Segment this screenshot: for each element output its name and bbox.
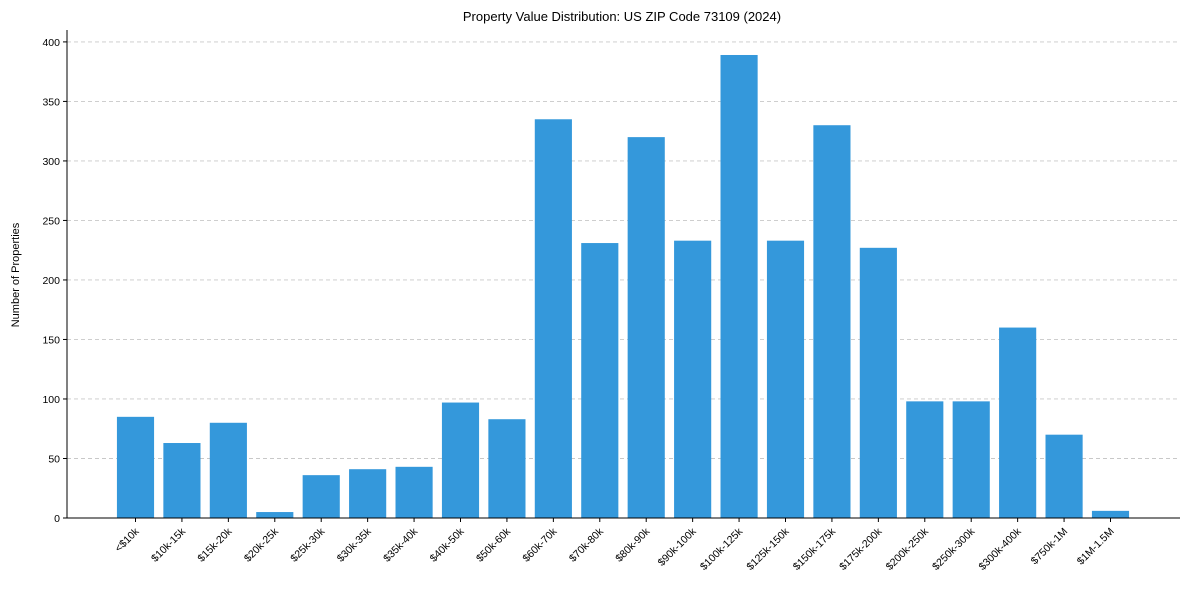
bar	[952, 401, 990, 518]
bar	[441, 402, 480, 518]
bar	[1091, 510, 1130, 518]
bars	[116, 54, 1130, 519]
bar	[209, 422, 247, 518]
bar	[302, 475, 340, 518]
bar	[534, 119, 572, 518]
x-tick-label: $60k-70k	[520, 525, 560, 565]
x-tick-label: $20k-25k	[242, 525, 282, 565]
y-tick-label: 250	[42, 215, 60, 227]
x-tick-label: $70k-80k	[567, 525, 607, 565]
x-tick-label: $10k-15k	[149, 525, 189, 565]
x-tick-label: $1M-1.5M	[1075, 526, 1117, 568]
bar	[720, 54, 758, 519]
x-tick-label: $90k-100k	[656, 525, 700, 569]
gridlines	[67, 41, 1180, 459]
y-tick-label: 200	[42, 275, 60, 287]
bar	[116, 416, 155, 518]
bar	[627, 137, 665, 518]
bar	[674, 240, 712, 519]
x-tick-label: $750k-1M	[1029, 526, 1071, 568]
bar	[1045, 434, 1083, 518]
bar	[859, 247, 897, 518]
x-tick-label: $30k-35k	[335, 525, 375, 565]
x-tick-label: <$10k	[113, 525, 142, 554]
y-tick-label: 50	[48, 453, 60, 465]
x-tick-label: $40k-50k	[428, 525, 468, 565]
x-tick-label: $175k-200k	[837, 525, 885, 573]
bar	[766, 240, 805, 519]
bar	[349, 469, 387, 518]
x-tick-label: $35k-40k	[381, 525, 421, 565]
y-tick-label: 400	[42, 37, 60, 49]
x-tick-label: $50k-60k	[474, 525, 514, 565]
x-tick-label: $25k-30k	[288, 525, 328, 565]
bar	[488, 419, 526, 518]
bar	[581, 243, 619, 519]
y-ticks: 0 50 100 150 200 250 300 350 400	[42, 37, 67, 525]
x-tick-label: $150k-175k	[791, 525, 839, 573]
bar	[813, 125, 851, 518]
x-tick-label: $100k-125k	[698, 525, 746, 573]
x-tick-label: $15k-20k	[195, 525, 235, 565]
bar	[906, 401, 944, 518]
x-tick-label: $300k-400k	[976, 525, 1024, 573]
bar	[999, 327, 1037, 518]
x-tick-label: $250k-300k	[930, 525, 978, 573]
chart-title: Property Value Distribution: US ZIP Code…	[463, 9, 781, 24]
bar	[256, 512, 294, 518]
y-tick-label: 100	[42, 394, 60, 406]
y-tick-label: 300	[42, 156, 60, 168]
y-tick-label: 150	[42, 334, 60, 346]
x-tick-label: $125k-150k	[744, 525, 792, 573]
x-ticks: <$10k $10k-15k $15k-20k $20k-25k $25k-30k $30…	[113, 518, 1117, 573]
y-tick-label: 0	[54, 513, 60, 525]
x-tick-label: $200k-250k	[884, 525, 932, 573]
bar	[395, 466, 433, 518]
y-tick-label: 350	[42, 96, 60, 108]
bar	[163, 443, 201, 518]
axes	[66, 30, 1180, 519]
x-tick-label: $80k-90k	[613, 525, 653, 565]
y-axis-label: Number of Properties	[10, 222, 22, 327]
